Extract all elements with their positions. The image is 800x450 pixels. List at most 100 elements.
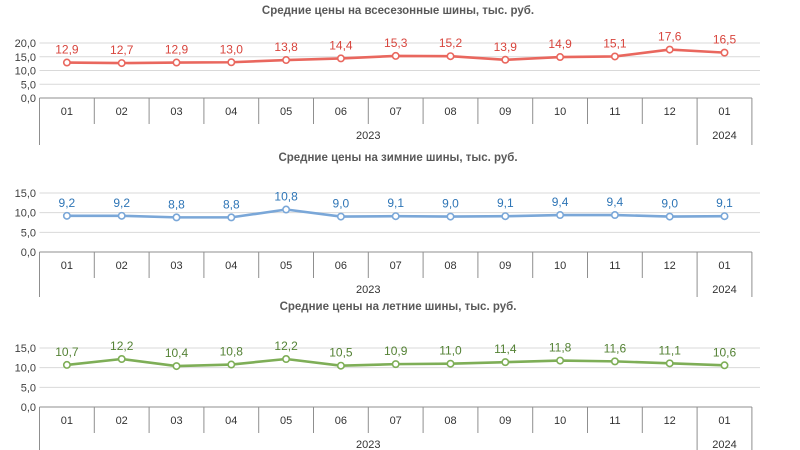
month-label: 11 [609, 106, 620, 118]
year-label: 2024 [712, 130, 736, 142]
data-point-label: 12,7 [110, 43, 134, 57]
data-point-marker [117, 211, 126, 220]
data-point-label: 9,4 [607, 195, 624, 209]
data-point-label: 12,9 [55, 43, 79, 57]
data-point-marker [336, 212, 345, 221]
data-point-marker [227, 58, 236, 67]
month-label: 08 [444, 106, 456, 118]
data-point-label: 9,0 [442, 197, 459, 211]
data-point-label: 9,1 [387, 196, 404, 210]
data-point-marker [665, 212, 674, 221]
data-point-marker [610, 211, 619, 220]
chart-title: Средние цены на зимние шины, тыс. руб. [278, 152, 517, 164]
y-axis-tick-label: 5,0 [21, 382, 36, 394]
chart-title: Средние цены на всесезонные шины, тыс. р… [262, 5, 534, 17]
month-label: 02 [116, 260, 128, 272]
chart-winter-tires: Средние цены на зимние шины, тыс. руб. 0,… [0, 149, 800, 297]
data-point-label: 10,8 [274, 190, 298, 204]
y-axis-tick-label: 10,0 [15, 66, 36, 78]
data-point-label: 11,6 [604, 341, 627, 355]
data-point-marker [501, 212, 510, 221]
y-axis-tick-label: 15,0 [15, 343, 36, 355]
y-axis-tick-label: 5,0 [21, 79, 36, 91]
data-point-marker [172, 58, 181, 67]
month-label: 06 [335, 260, 347, 272]
data-point-marker [117, 59, 126, 68]
month-label: 03 [170, 106, 182, 118]
chart-summer-tires: Средние цены на летние шины, тыс. руб. 0,… [0, 297, 800, 450]
data-point-marker [446, 359, 455, 368]
month-label: 10 [554, 260, 566, 272]
data-point-marker [556, 53, 565, 62]
data-point-label: 12,9 [165, 43, 189, 57]
data-point-label: 11,8 [549, 341, 572, 355]
data-point-marker [665, 45, 674, 54]
data-point-label: 9,0 [333, 197, 350, 211]
data-point-label: 9,4 [552, 195, 569, 209]
data-point-marker [610, 357, 619, 366]
data-point-marker [172, 213, 181, 222]
data-point-label: 13,0 [220, 42, 244, 56]
month-label: 04 [225, 260, 237, 272]
data-point-label: 10,5 [329, 346, 353, 360]
data-point-label: 8,8 [168, 197, 185, 211]
data-point-marker [501, 55, 510, 64]
chart-title: Средние цены на летние шины, тыс. руб. [280, 301, 517, 313]
year-label: 2023 [356, 284, 380, 296]
data-point-marker [446, 52, 455, 61]
data-point-label: 13,9 [494, 40, 518, 54]
data-point-marker [610, 52, 619, 61]
month-label: 06 [335, 415, 347, 427]
data-point-marker [227, 360, 236, 369]
y-axis-tick-label: 0,0 [21, 402, 36, 414]
data-point-label: 9,0 [661, 197, 678, 211]
month-label: 01 [718, 106, 730, 118]
data-point-label: 16,5 [713, 33, 737, 47]
month-label: 09 [499, 415, 511, 427]
y-axis-tick-label: 15,0 [15, 52, 36, 64]
data-point-label: 14,9 [548, 37, 572, 51]
y-axis-tick-label: 10,0 [15, 208, 36, 220]
month-label: 01 [61, 106, 73, 118]
data-point-label: 8,8 [223, 197, 240, 211]
data-point-label: 15,2 [439, 36, 463, 50]
month-label: 01 [61, 415, 73, 427]
data-point-label: 10,7 [55, 345, 79, 359]
month-label: 02 [116, 415, 128, 427]
year-label: 2024 [712, 284, 736, 296]
data-point-marker [62, 211, 71, 220]
data-point-label: 11,0 [439, 344, 462, 358]
month-label: 12 [664, 415, 676, 427]
data-point-label: 11,1 [658, 343, 681, 357]
month-label: 01 [61, 260, 73, 272]
data-point-label: 12,2 [110, 339, 134, 353]
month-label: 01 [718, 260, 730, 272]
data-point-marker [720, 361, 729, 370]
month-label: 01 [718, 415, 730, 427]
data-point-marker [556, 356, 565, 365]
chart-allseason-tires: Средние цены на всесезонные шины, тыс. р… [0, 0, 800, 149]
month-label: 08 [444, 260, 456, 272]
data-point-label: 10,9 [384, 344, 408, 358]
data-point-label: 10,4 [165, 346, 189, 360]
data-point-marker [282, 56, 291, 65]
data-point-marker [391, 51, 400, 60]
month-label: 05 [280, 260, 292, 272]
y-axis-tick-label: 0,0 [21, 247, 36, 259]
data-point-marker [172, 362, 181, 371]
y-axis-tick-label: 0,0 [21, 93, 36, 105]
data-point-label: 13,8 [274, 40, 298, 54]
y-axis-tick-label: 20,0 [15, 38, 36, 50]
data-point-marker [720, 212, 729, 221]
data-point-label: 9,2 [59, 196, 76, 210]
month-label: 12 [664, 260, 676, 272]
data-point-marker [227, 213, 236, 222]
data-point-label: 17,6 [658, 30, 682, 44]
data-point-marker [720, 48, 729, 57]
month-label: 05 [280, 106, 292, 118]
data-point-label: 9,1 [497, 196, 514, 210]
winter-chart-canvas: Средние цены на зимние шины, тыс. руб. 0,… [15, 152, 760, 297]
month-label: 10 [554, 106, 566, 118]
month-label: 03 [170, 415, 182, 427]
